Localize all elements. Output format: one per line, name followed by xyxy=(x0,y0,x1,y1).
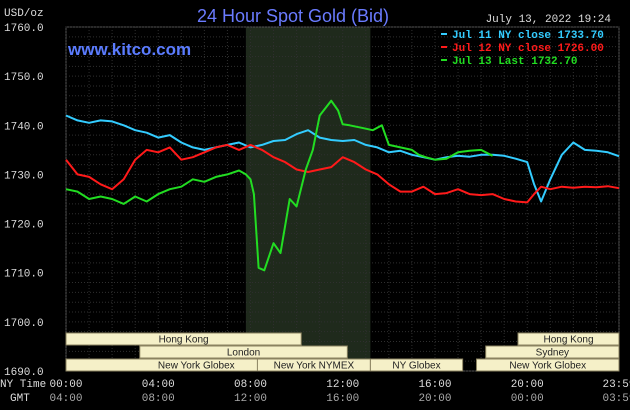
session-bar: New York NYMEX xyxy=(256,358,371,372)
chart-title: 24 Hour Spot Gold (Bid) xyxy=(197,6,389,26)
series-line-jul-13 xyxy=(65,99,494,272)
y-tick-label: 1710.0 xyxy=(4,269,44,281)
series-group xyxy=(65,99,620,272)
x-tick-label-ny: 12:00 xyxy=(326,379,359,391)
x-tick-label-gmt: 16:00 xyxy=(326,393,359,405)
x-row-label-ny: NY Time xyxy=(0,379,46,391)
session-bar-label: New York Globex xyxy=(158,361,235,372)
y-tick-label: 1720.0 xyxy=(4,220,44,232)
x-tick-label-ny: 23:59 xyxy=(602,379,630,391)
session-bar-label: London xyxy=(227,348,260,359)
x-tick-label-ny: 16:00 xyxy=(418,379,451,391)
session-bar-label: NY Globex xyxy=(392,361,440,372)
session-bar-rect xyxy=(517,332,620,346)
y-tick-label: 1700.0 xyxy=(4,318,44,330)
nymex-session-shading xyxy=(245,27,371,371)
session-bar-rect xyxy=(139,345,348,359)
session-bar-label: New York Globex xyxy=(509,361,586,372)
x-tick-label-gmt: 20:00 xyxy=(418,393,451,405)
unit-label: USD/oz xyxy=(4,8,44,20)
session-bar: Hong Kong xyxy=(65,332,302,346)
y-tick-label: 1740.0 xyxy=(4,121,44,133)
session-bar-rect xyxy=(485,345,620,359)
y-tick-label: 1730.0 xyxy=(4,170,44,182)
x-tick-label-gmt: 03:59 xyxy=(602,393,630,405)
legend-entry: Jul 11 NY close 1733.70 xyxy=(452,30,604,42)
x-tick-label-gmt: 00:00 xyxy=(511,393,544,405)
session-bar: New York Globex xyxy=(475,358,620,372)
session-bar-rect xyxy=(369,358,464,372)
session-bar-label: Hong Kong xyxy=(159,335,209,346)
legend-entry: Jul 12 NY close 1726.00 xyxy=(452,43,604,55)
y-tick-label: 1750.0 xyxy=(4,72,44,84)
y-axis-ticks: 1760.0 1750.0 1740.0 1730.0 1720.0 1710.0 1700… xyxy=(4,23,44,379)
series-line-jul-11 xyxy=(65,114,620,203)
x-axis-ticks: 00:00 04:00 04:00 08:00 08:00 12:00 12:00 16:00… xyxy=(49,379,630,405)
session-bar: Hong Kong xyxy=(517,332,620,346)
series-line-jul-12 xyxy=(65,143,620,204)
session-bars: Hong Kong London New York Globex New York N… xyxy=(65,332,620,372)
legend-entry: Jul 13 Last 1732.70 xyxy=(452,56,577,68)
timestamp: July 13, 2022 19:24 xyxy=(486,14,612,26)
session-bar-rect xyxy=(475,358,620,372)
x-tick-label-ny: 04:00 xyxy=(142,379,175,391)
y-tick-label: 1760.0 xyxy=(4,23,44,35)
x-tick-label-gmt: 08:00 xyxy=(142,393,175,405)
x-tick-label-ny: 00:00 xyxy=(49,379,82,391)
session-bar-label: Hong Kong xyxy=(543,335,593,346)
session-bar-rect xyxy=(65,332,302,346)
x-tick-label-gmt: 04:00 xyxy=(49,393,82,405)
x-tick-label-gmt: 12:00 xyxy=(234,393,267,405)
y-tick-label: 1690.0 xyxy=(4,367,44,379)
x-tick-label-ny: 08:00 xyxy=(234,379,267,391)
session-bar: NY Globex xyxy=(369,358,464,372)
website-label: www.kitco.com xyxy=(67,40,191,59)
session-bar: London xyxy=(139,345,348,359)
session-bar: Sydney xyxy=(485,345,620,359)
session-bar-label: Sydney xyxy=(536,348,569,359)
x-tick-label-ny: 20:00 xyxy=(511,379,544,391)
x-row-label-gmt: GMT xyxy=(10,393,30,405)
session-bar-label: New York NYMEX xyxy=(274,361,355,372)
